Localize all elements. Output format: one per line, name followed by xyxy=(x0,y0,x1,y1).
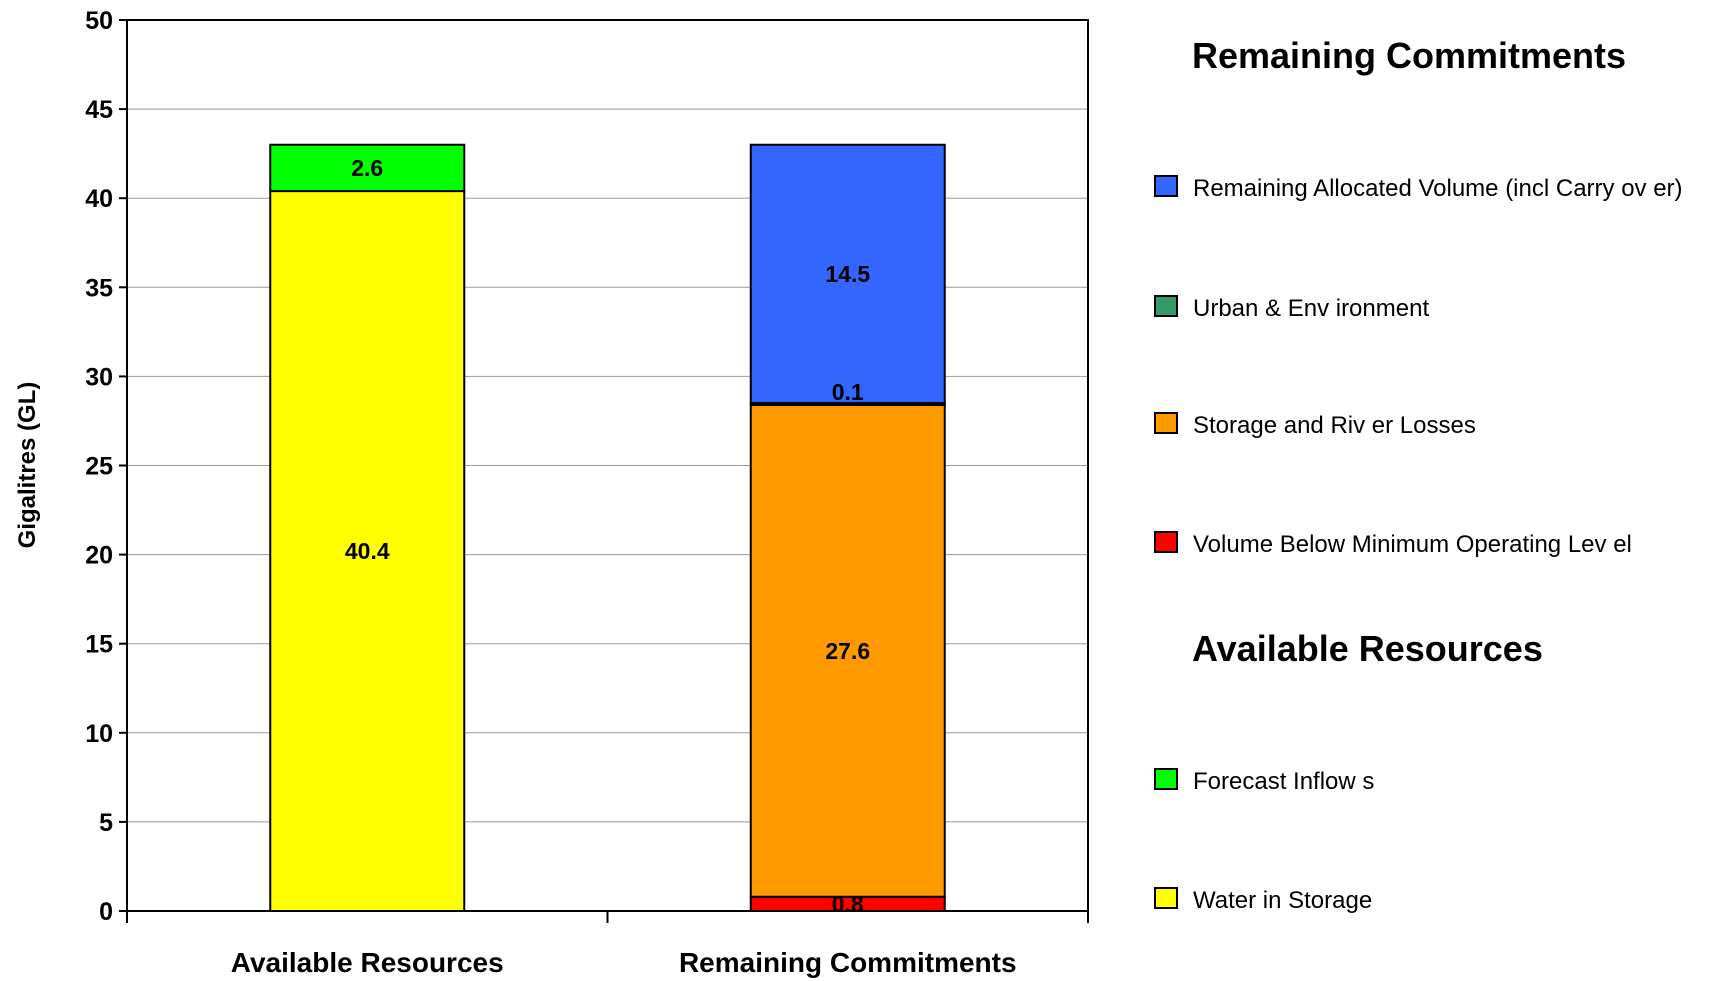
bar-segment xyxy=(269,143,466,193)
legend-swatch xyxy=(1154,175,1178,197)
y-tick-label: 10 xyxy=(85,720,113,748)
y-tick-label: 45 xyxy=(85,96,113,124)
y-tick-label: 0 xyxy=(99,898,113,926)
y-tick-label: 15 xyxy=(85,631,113,659)
legend-swatch xyxy=(1154,295,1178,317)
legend-heading: Available Resources xyxy=(1192,628,1543,669)
x-category-label: Remaining Commitments xyxy=(679,947,1017,978)
y-tick-label: 40 xyxy=(85,185,113,213)
y-axis-ticks: 0 5 10 15 20 25 30 35 40 45 50 xyxy=(85,7,127,926)
legend-item-label: Storage and Riv er Losses xyxy=(1193,412,1476,439)
bars xyxy=(269,143,946,913)
legend-item-label: Volume Below Minimum Operating Lev el xyxy=(1193,531,1632,558)
data-label: 27.6 xyxy=(825,638,870,664)
data-label: 0.8 xyxy=(832,891,864,917)
y-tick-label: 35 xyxy=(85,274,113,302)
legend-item-label: Remaining Allocated Volume (incl Carry o… xyxy=(1193,175,1683,202)
x-axis-categories: Available Resources Remaining Commitments xyxy=(126,911,1089,978)
legend-item-label: Forecast Inflow s xyxy=(1193,768,1374,795)
legend-item-label: Water in Storage xyxy=(1193,887,1372,914)
x-category-label: Available Resources xyxy=(231,947,504,978)
legend-swatch xyxy=(1154,412,1178,434)
legend-swatch xyxy=(1154,887,1178,909)
legend-heading: Remaining Commitments xyxy=(1192,35,1626,76)
legend-swatch xyxy=(1154,531,1178,553)
y-tick-label: 30 xyxy=(85,363,113,391)
data-label: 0.1 xyxy=(832,379,864,405)
legend: Remaining Commitments Remaining Allocated… xyxy=(1154,35,1683,914)
data-labels: 40.4 2.6 0.8 27.6 0.1 14.5 xyxy=(345,155,870,917)
data-label: 14.5 xyxy=(825,261,870,287)
y-tick-label: 50 xyxy=(85,7,113,35)
y-axis-title: Gigalitres (GL) xyxy=(14,382,41,549)
legend-swatch xyxy=(1154,768,1178,790)
legend-item-label: Urban & Env ironment xyxy=(1193,295,1429,322)
y-tick-label: 20 xyxy=(85,542,113,570)
data-label: 2.6 xyxy=(351,155,383,181)
bar-segment xyxy=(269,190,466,912)
y-tick-label: 25 xyxy=(85,453,113,481)
y-tick-label: 5 xyxy=(99,809,113,837)
data-label: 40.4 xyxy=(345,538,390,564)
bar-segment xyxy=(749,143,946,405)
